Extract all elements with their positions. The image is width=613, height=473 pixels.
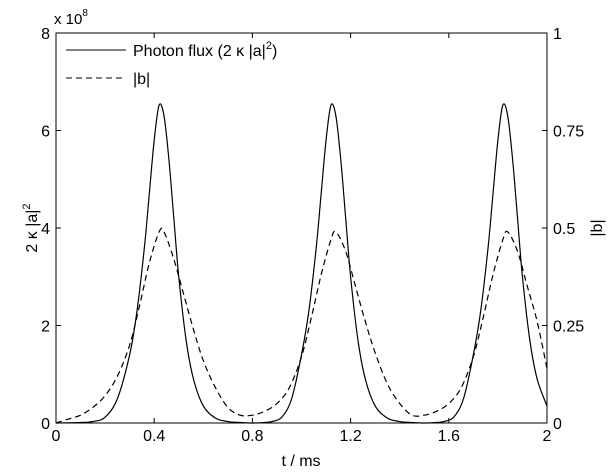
x-axis-label: t / ms [281,453,320,470]
x-axis-label-text: t / ms [281,453,320,470]
y-axis-left-label-sup: 2 [21,203,33,209]
y-left-tick-label: 2 [41,319,50,336]
y-right-tick-label: 1 [553,26,562,43]
legend-label-b: |b| [133,71,150,88]
y-axis-left-label-text: 2 κ |a| [24,210,41,253]
x-tick-label: 0.8 [241,428,263,445]
left-axis-exponent: x 108 [54,8,88,28]
legend-label-photon-flux: Photon flux (2 κ |a|2) [133,40,277,60]
y-axis-right-label: |b| [589,219,606,236]
left-axis-exponent-power: 8 [82,8,88,19]
legend: Photon flux (2 κ |a|2) |b| [66,40,277,88]
y-right-tick-label: 0.5 [553,221,575,238]
series-lines [55,103,548,424]
x-tick-label: 1.6 [438,428,460,445]
y-axis-left-label: 2 κ |a|2 [21,203,41,252]
legend-label-b-text: |b| [133,71,150,88]
plot-frame [55,32,548,424]
legend-label-photon-flux-sup: 2 [266,40,272,52]
x-tick-label: 0 [52,428,61,445]
y-left-tick-label: 8 [41,26,50,43]
y-axis-right-label-text: |b| [589,219,606,236]
y-right-tick-label: 0 [553,416,562,433]
y-left-tick-label: 6 [41,124,50,141]
legend-label-photon-flux-suffix: ) [272,43,277,60]
y-left-tick-label: 4 [41,221,50,238]
y-right-tick-label: 0.25 [553,319,584,336]
x-tick-label: 1.2 [339,428,361,445]
legend-label-photon-flux-text: Photon flux (2 κ |a| [133,43,266,60]
y-left-tick-label: 0 [41,416,50,433]
series-line-photon-flux [55,103,548,424]
x-tick-label: 0.4 [143,428,165,445]
x-tick-label: 2 [543,428,552,445]
y-right-tick-label: 0.75 [553,124,584,141]
left-axis-exponent-base: x 10 [54,11,82,28]
series-line-b [55,227,548,424]
